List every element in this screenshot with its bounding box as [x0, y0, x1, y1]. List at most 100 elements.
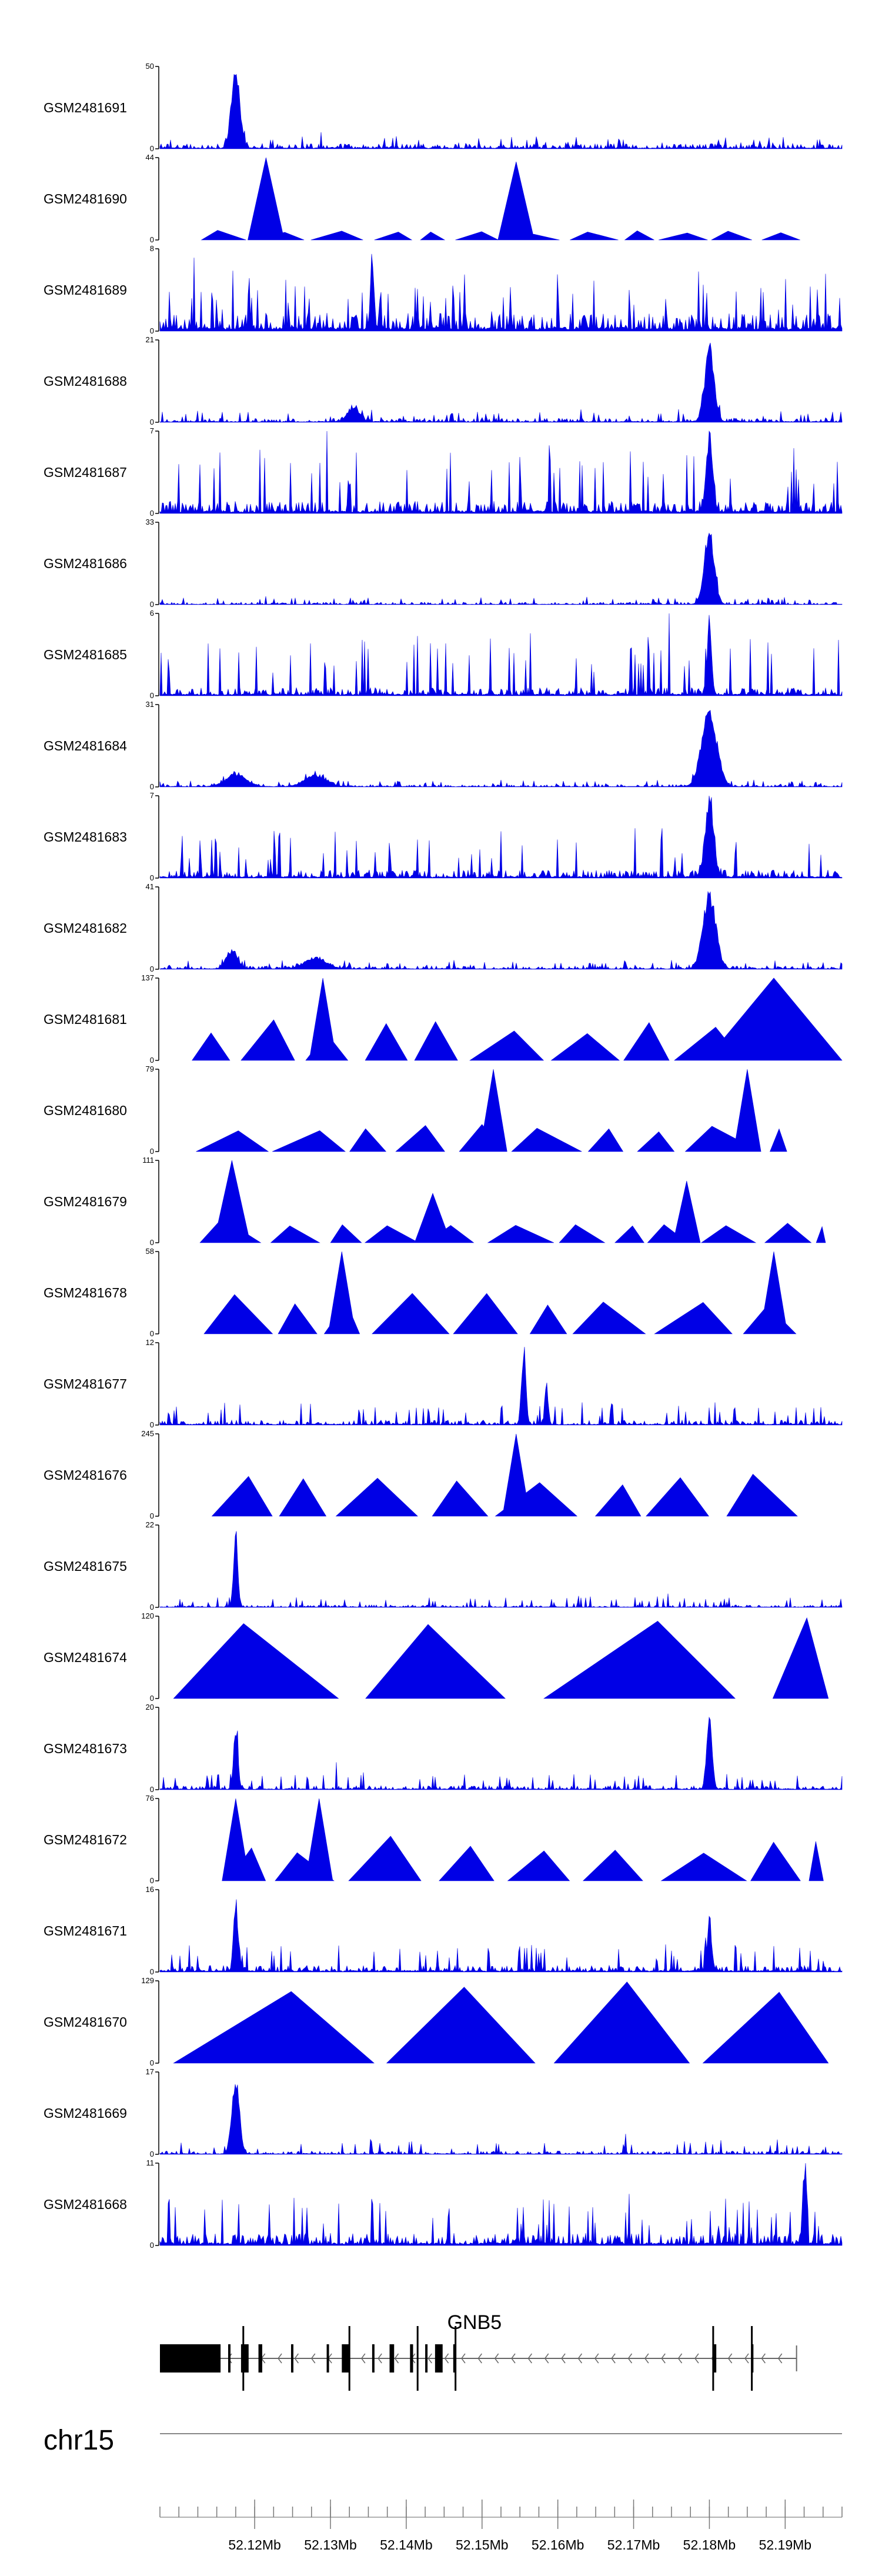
strand-arrow: [461, 2353, 466, 2364]
strand-arrow: [544, 2353, 549, 2364]
y-max-label: 50: [146, 62, 154, 71]
exon: [228, 2344, 230, 2373]
strand-arrow: [761, 2353, 766, 2364]
track-label: GSM2481675: [44, 1559, 127, 1574]
track-gsm2481670: GSM2481670 129 0: [44, 1976, 829, 2067]
strand-arrow: [278, 2353, 282, 2364]
strand-arrow: [627, 2353, 633, 2364]
signal-area: [203, 1251, 797, 1334]
exon: [435, 2344, 443, 2373]
signal-area: [159, 2084, 843, 2155]
signal-area: [192, 977, 843, 1061]
x-tick-label: 52.16Mb: [532, 2537, 584, 2552]
y-max-label: 16: [146, 1885, 154, 1894]
y-max-label: 22: [146, 1520, 154, 1529]
y-min-label: 0: [150, 235, 154, 244]
y-min-label: 0: [150, 1967, 154, 1976]
track-gsm2481690: GSM2481690 44 0: [44, 153, 800, 244]
track-label: GSM2481689: [44, 282, 127, 298]
strand-arrow: [661, 2353, 666, 2364]
y-max-label: 76: [146, 1794, 154, 1803]
x-tick-label: 52.17Mb: [607, 2537, 660, 2552]
strand-arrow: [394, 2353, 399, 2364]
y-max-label: 21: [146, 335, 154, 344]
y-max-label: 6: [150, 609, 154, 618]
track-label: GSM2481673: [44, 1741, 127, 1756]
signal-area: [199, 1160, 826, 1243]
exon: [714, 2344, 717, 2373]
y-max-label: 7: [150, 426, 154, 435]
track-gsm2481668: GSM2481668 11 0: [44, 2158, 843, 2250]
y-max-label: 33: [146, 518, 154, 526]
y-min-label: 0: [150, 2150, 154, 2158]
signal-tracks: GSM2481691500GSM2481690440GSM248168980GS…: [44, 62, 843, 2250]
signal-area: [159, 1716, 843, 1790]
strand-arrow: [494, 2353, 499, 2364]
strand-arrow: [511, 2353, 516, 2364]
signal-area: [159, 342, 843, 423]
signal-area: [222, 1798, 824, 1881]
signal-area: [159, 532, 843, 605]
track-gsm2481680: GSM2481680 79 0: [44, 1065, 787, 1156]
y-min-label: 0: [150, 1056, 154, 1065]
y-max-label: 111: [142, 1156, 154, 1164]
signal-area: [159, 613, 843, 696]
track-gsm2481686: GSM2481686 33 0: [44, 518, 843, 609]
y-max-label: 31: [146, 700, 154, 709]
track-label: GSM2481684: [44, 738, 127, 753]
track-label: GSM2481682: [44, 920, 127, 936]
track-gsm2481675: GSM2481675 22 0: [44, 1520, 843, 1611]
y-max-label: 79: [146, 1065, 154, 1073]
exon: [258, 2344, 262, 2373]
genome-axis: 52.12Mb 52.13Mb 52.14Mb 52.15Mb 52.16Mb 52.17…: [159, 2500, 843, 2552]
y-max-label: 44: [146, 153, 154, 162]
track-label: GSM2481674: [44, 1650, 127, 1665]
strand-arrow: [744, 2353, 749, 2364]
strand-arrow: [727, 2353, 733, 2364]
strand-arrow: [377, 2353, 382, 2364]
track-label: GSM2481671: [44, 1923, 127, 1938]
track-label: GSM2481687: [44, 465, 127, 480]
y-min-label: 0: [150, 144, 154, 153]
strand-arrow: [644, 2353, 649, 2364]
strand-arrow: [477, 2353, 482, 2364]
exon: [326, 2344, 329, 2373]
y-min-label: 0: [150, 782, 154, 791]
track-gsm2481678: GSM2481678 58 0: [44, 1247, 797, 1338]
strand-arrow: [561, 2353, 566, 2364]
signal-area: [196, 1069, 787, 1152]
track-gsm2481685: GSM2481685 6 0: [44, 609, 843, 700]
track-label: GSM2481691: [44, 100, 127, 115]
exon: [410, 2344, 413, 2373]
x-tick-label: 52.18Mb: [683, 2537, 736, 2552]
y-min-label: 0: [150, 2241, 154, 2250]
track-label: GSM2481690: [44, 191, 127, 206]
track-gsm2481669: GSM2481669 17 0: [44, 2067, 843, 2158]
track-gsm2481672: GSM2481672 76 0: [44, 1794, 824, 1885]
y-min-label: 0: [150, 1694, 154, 1703]
signal-area: [159, 1531, 843, 1608]
exon: [240, 2344, 249, 2373]
y-min-label: 0: [150, 2058, 154, 2067]
y-min-label: 0: [150, 600, 154, 609]
y-max-label: 11: [146, 2158, 155, 2167]
strand-arrow: [427, 2353, 432, 2364]
exon: [389, 2344, 395, 2373]
track-label: GSM2481683: [44, 829, 127, 845]
track-label: GSM2481668: [44, 2197, 127, 2212]
gene-track: GNB5: [160, 2311, 797, 2391]
y-min-label: 0: [150, 1420, 154, 1429]
track-label: GSM2481680: [44, 1103, 127, 1118]
y-min-label: 0: [150, 965, 154, 973]
exon: [160, 2344, 221, 2373]
signal-area: [159, 1899, 843, 1973]
y-max-label: 8: [150, 244, 154, 253]
y-max-label: 7: [150, 791, 154, 800]
signal-area: [173, 1981, 829, 2064]
track-gsm2481674: GSM2481674 120 0: [44, 1611, 829, 1703]
signal-area: [159, 890, 843, 970]
exon: [290, 2344, 293, 2373]
track-label: GSM2481676: [44, 1467, 127, 1483]
strand-arrow: [294, 2353, 299, 2364]
signal-area: [159, 710, 843, 788]
